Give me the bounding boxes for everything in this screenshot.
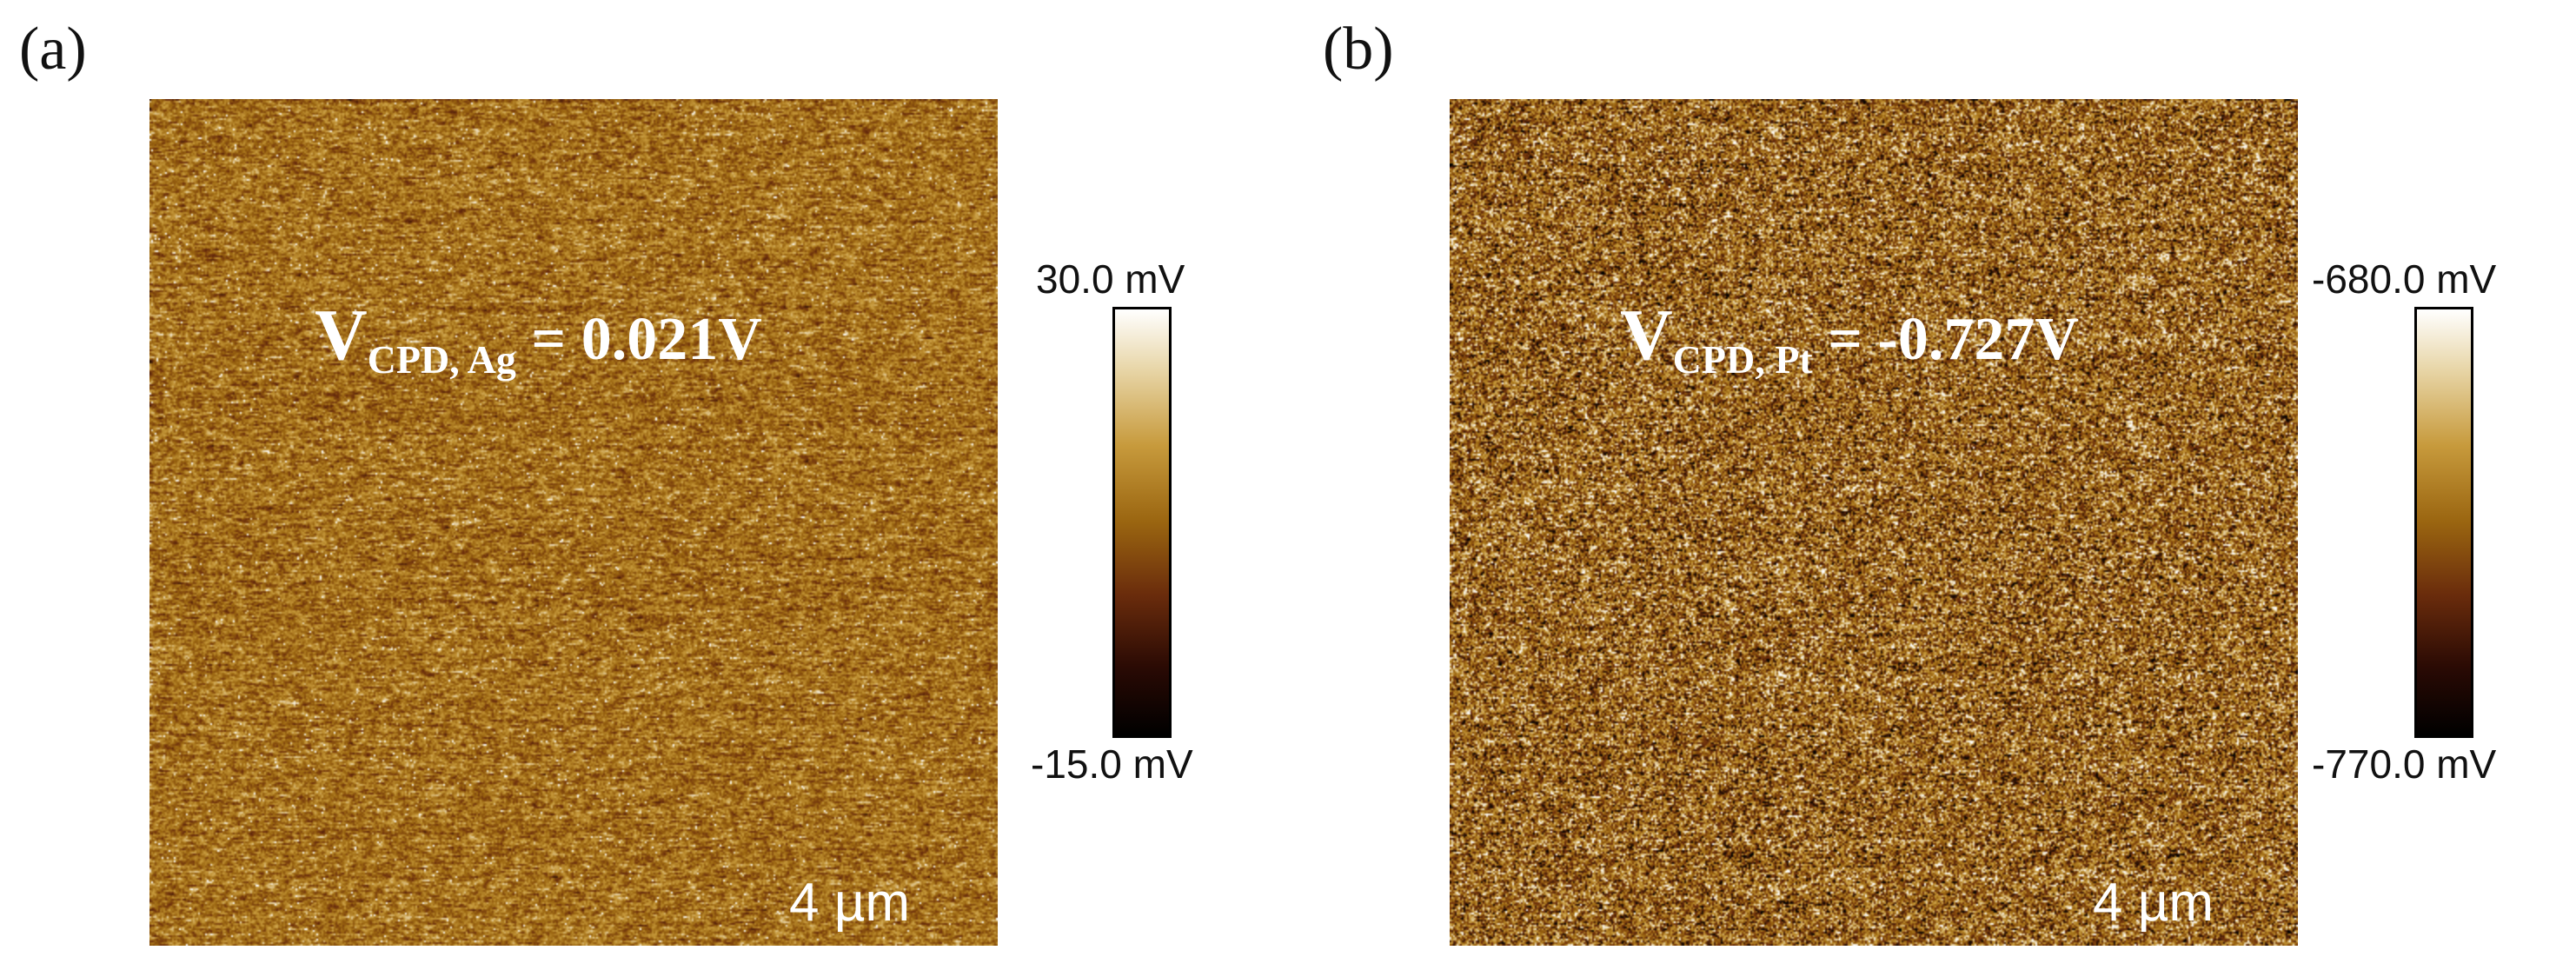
vcpd-pt-subscript: CPD, Pt [1672, 337, 1813, 382]
kpfm-map-ag: VCPD, Ag = 0.021V 4 µm [149, 99, 998, 946]
colorbar-a-max-label: 30.0 mV [1036, 256, 1185, 302]
colorbar-b-max-label: -680.0 mV [2312, 256, 2497, 302]
kpfm-map-ag-image [149, 99, 998, 946]
vcpd-ag-symbol: V [315, 295, 368, 376]
panel-b-label: (b) [1323, 16, 1394, 83]
scale-bar-b-label: 4 µm [2093, 873, 2214, 933]
colorbar-a-min-label: -15.0 mV [1031, 741, 1193, 787]
colorbar-b-min-label: -770.0 mV [2312, 741, 2497, 787]
vcpd-pt-annotation: VCPD, Pt = -0.727V [1620, 299, 2079, 380]
kpfm-map-pt-image [1450, 99, 2298, 946]
vcpd-pt-symbol: V [1620, 295, 1673, 376]
vcpd-ag-annotation: VCPD, Ag = 0.021V [315, 299, 762, 380]
kpfm-map-pt: VCPD, Pt = -0.727V 4 µm [1450, 99, 2298, 946]
colorbar-a [1112, 307, 1172, 738]
colorbar-b [2414, 307, 2473, 738]
panel-a-label: (a) [19, 16, 87, 83]
vcpd-pt-value: = -0.727V [1812, 306, 2079, 373]
vcpd-ag-value: = 0.021V [515, 306, 762, 373]
scale-bar-a-label: 4 µm [789, 873, 911, 933]
vcpd-ag-subscript: CPD, Ag [367, 337, 516, 382]
